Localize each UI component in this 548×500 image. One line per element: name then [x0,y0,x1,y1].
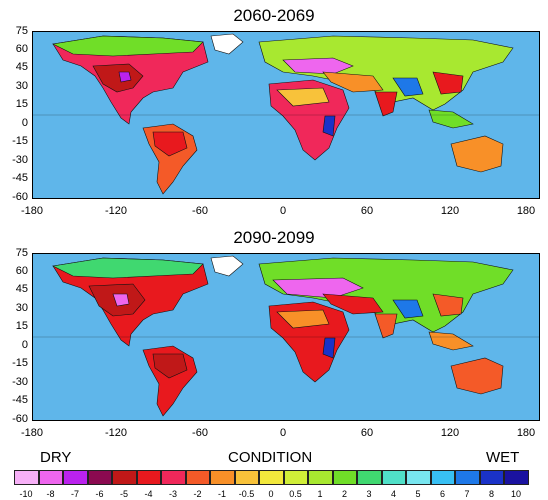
colorbar-label: 8 [488,489,494,499]
greenland [210,255,244,277]
panel-title: 2060-2069 [233,6,315,25]
colorbar-swatch [185,470,210,485]
legend-condition-label: CONDITION [228,449,313,466]
colorbar-label: -3 [168,489,177,499]
colorbar-label: 3 [366,489,372,499]
colorbar-swatch [283,470,308,485]
greenland [210,33,244,55]
legend-wet-label: WET [486,449,520,466]
y-tick: 45 [15,283,28,295]
land-masses [52,33,514,195]
colorbar-label: 5 [415,489,421,499]
y-tick: 30 [15,302,28,314]
colorbar-swatch [136,470,161,485]
map-area [32,31,540,199]
y-tick: 30 [15,80,28,92]
x-tick: 120 [440,205,460,217]
colorbar-swatch [210,470,235,485]
colorbar-swatch [430,470,455,485]
x-tick: -60 [192,205,208,217]
colorbar-swatch [381,470,406,485]
x-tick: 60 [360,205,374,217]
land-masses [52,255,514,417]
y-tick: -30 [12,154,28,166]
colorbar-label: 0 [268,489,274,499]
colorbar-swatch [406,470,431,485]
y-tick: -15 [12,357,28,369]
colorbar-label: -6 [95,489,104,499]
colorbar-label: 4 [390,489,396,499]
x-tick: -60 [192,427,208,439]
y-tick: 75 [15,25,28,37]
colorbar-label: -0.5 [238,489,255,499]
map-panel-2090-2099: 2090-2099 [0,222,548,442]
australia [450,357,504,395]
colorbar-label: -1 [217,489,226,499]
y-tick: -45 [12,172,28,184]
colorbar-label: -4 [144,489,153,499]
colorbar-swatch [479,470,504,485]
australia [450,135,504,173]
y-tick: -60 [12,191,28,203]
colorbar-label: 6 [439,489,445,499]
colorbar-swatch [161,470,186,485]
panel-title: 2090-2099 [233,228,315,247]
map-area [32,253,540,421]
colorbar-swatch [455,470,480,485]
india [374,313,398,339]
colorbar-swatch [357,470,382,485]
y-tick: 45 [15,61,28,73]
y-tick: 0 [21,339,28,351]
x-tick: -120 [104,427,128,439]
x-tick: -120 [104,205,128,217]
y-tick: -15 [12,135,28,147]
world-map [33,32,539,198]
x-tick: 0 [279,427,287,439]
colorbar-label: 2 [341,489,347,499]
colorbar-label: -5 [119,489,128,499]
colorbar-label: -2 [193,489,202,499]
colorbar-label: -8 [46,489,55,499]
x-tick: 180 [516,205,536,217]
colorbar-label: -10 [19,489,33,499]
y-tick: -45 [12,394,28,406]
x-tick: 120 [440,427,460,439]
colorbar-label: -7 [70,489,79,499]
colorbar-swatch [504,470,529,485]
y-tick: 60 [15,265,28,277]
y-tick: -60 [12,413,28,425]
colorbar-label: 0.5 [289,489,302,499]
colorbar-swatch [14,470,39,485]
colorbar-label: 1 [317,489,323,499]
x-tick: 0 [279,205,287,217]
x-tick: -180 [20,205,44,217]
colorbar-swatch [332,470,357,485]
x-tick: 60 [360,427,374,439]
map-panel-2060-2069: 2060-2069 [0,0,548,220]
legend-dry-label: DRY [40,449,72,466]
colorbar-label: 7 [464,489,470,499]
world-map [33,254,539,420]
y-tick: -30 [12,376,28,388]
colorbar-swatch [87,470,112,485]
colorbar-swatch [234,470,259,485]
colorbar-swatch [112,470,137,485]
colorbar-swatch [38,470,63,485]
x-tick: -180 [20,427,44,439]
y-tick: 15 [15,98,28,110]
colorbar-label: 10 [510,489,521,499]
colorbar-swatch [308,470,333,485]
x-tick: 180 [516,427,536,439]
colorbar-swatch [259,470,284,485]
india [374,91,398,117]
y-tick: 0 [21,117,28,129]
y-tick: 60 [15,43,28,55]
y-tick: 15 [15,320,28,332]
colorbar-swatch [63,470,88,485]
y-tick: 75 [15,247,28,259]
